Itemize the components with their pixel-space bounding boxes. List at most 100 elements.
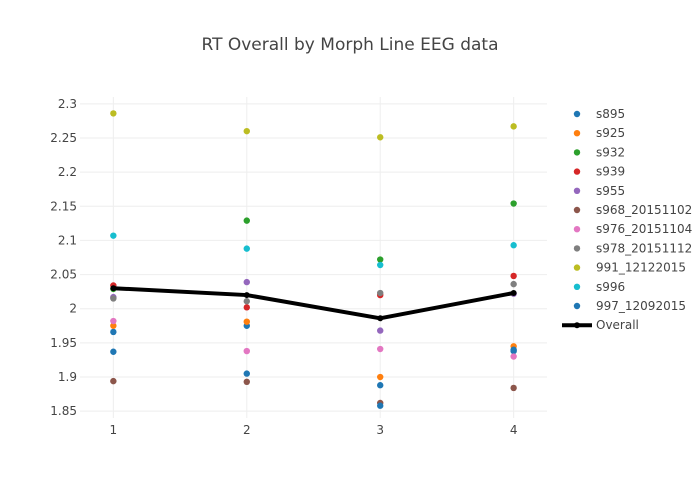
legend-label: 997_12092015 bbox=[596, 299, 686, 313]
series-997-12092015 bbox=[110, 346, 517, 409]
legend-label: s955 bbox=[596, 184, 625, 198]
legend-label: s925 bbox=[596, 126, 625, 140]
data-point bbox=[377, 382, 384, 389]
y-axis-ticks: 1.85 1.9 1.95 2 2.05 2.1 2.15 2.2 2.25 2.3 bbox=[50, 97, 77, 418]
data-point bbox=[377, 402, 384, 409]
y-tick-label: 2.1 bbox=[58, 233, 77, 247]
series-s976-20151104 bbox=[110, 317, 517, 360]
x-tick-label: 4 bbox=[510, 423, 518, 437]
x-tick-label: 2 bbox=[243, 423, 251, 437]
data-point bbox=[110, 110, 117, 117]
data-point bbox=[377, 256, 384, 263]
legend-label: s978_20151112 bbox=[596, 241, 692, 255]
data-point bbox=[510, 290, 517, 297]
y-tick-label: 1.95 bbox=[50, 336, 77, 350]
legend-swatch bbox=[573, 187, 581, 194]
series-s925 bbox=[110, 318, 517, 381]
legend-item-s925[interactable]: s925 bbox=[573, 126, 625, 140]
data-point bbox=[243, 217, 250, 224]
x-tick-label: 3 bbox=[376, 423, 384, 437]
series-s932 bbox=[110, 200, 517, 293]
data-point bbox=[377, 327, 384, 334]
legend-label: s939 bbox=[596, 165, 625, 179]
legend-item-overall[interactable]: Overall bbox=[562, 318, 639, 332]
data-point bbox=[243, 292, 250, 299]
plot-area bbox=[110, 110, 517, 409]
y-tick-label: 1.85 bbox=[50, 404, 77, 418]
chart-title: RT Overall by Morph Line EEG data bbox=[202, 35, 499, 55]
x-axis-ticks: 1 2 3 4 bbox=[110, 423, 518, 437]
legend-item-s978-20151112[interactable]: s978_20151112 bbox=[573, 241, 692, 255]
legend-item-s932[interactable]: s932 bbox=[573, 145, 625, 159]
y-tick-label: 2.05 bbox=[50, 268, 77, 282]
series-s968-20151102 bbox=[110, 377, 517, 407]
data-point bbox=[510, 346, 517, 353]
series-s996 bbox=[110, 232, 517, 269]
legend-swatch bbox=[573, 245, 581, 252]
legend-swatch bbox=[573, 110, 581, 118]
legend-item-s996[interactable]: s996 bbox=[573, 280, 625, 294]
legend-item-s955[interactable]: s955 bbox=[573, 184, 625, 198]
data-point bbox=[377, 261, 384, 269]
legend-item-s895[interactable]: s895 bbox=[573, 107, 625, 121]
data-point bbox=[510, 242, 517, 249]
data-point bbox=[243, 298, 250, 305]
y-tick-label: 2 bbox=[69, 302, 77, 316]
y-tick-label: 2.15 bbox=[50, 199, 77, 213]
data-point bbox=[377, 315, 384, 322]
data-point bbox=[243, 370, 250, 377]
data-point bbox=[377, 289, 384, 297]
data-point bbox=[510, 272, 517, 280]
legend-label: 991_12122015 bbox=[596, 261, 686, 275]
legend-label: s932 bbox=[596, 145, 625, 159]
data-point bbox=[110, 317, 117, 325]
legend-item-s939[interactable]: s939 bbox=[573, 165, 625, 179]
data-point bbox=[110, 348, 117, 355]
data-point bbox=[510, 123, 517, 130]
series-line-overall bbox=[113, 286, 515, 321]
legend-swatch bbox=[573, 283, 581, 290]
data-point bbox=[243, 245, 250, 252]
data-point bbox=[377, 134, 384, 141]
legend-item-991-12122015[interactable]: 991_12122015 bbox=[573, 261, 686, 275]
legend-item-s968-20151102[interactable]: s968_20151102 bbox=[573, 203, 692, 217]
series-s978-20151112 bbox=[110, 280, 517, 305]
data-point bbox=[243, 318, 250, 325]
y-tick-label: 1.9 bbox=[58, 370, 77, 384]
data-point bbox=[510, 280, 517, 288]
legend-label: s895 bbox=[596, 107, 625, 121]
data-point bbox=[377, 345, 384, 353]
data-point bbox=[510, 384, 517, 392]
data-point bbox=[377, 373, 384, 381]
legend-item-s976-20151104[interactable]: s976_20151104 bbox=[573, 222, 692, 236]
legend-swatch bbox=[573, 226, 581, 233]
legend-swatch-marker bbox=[574, 322, 580, 329]
legend-swatch bbox=[573, 264, 581, 271]
data-point bbox=[510, 200, 517, 207]
series-991-12122015 bbox=[110, 110, 517, 141]
data-point bbox=[243, 378, 250, 386]
data-point bbox=[110, 285, 117, 292]
legend-swatch bbox=[573, 302, 581, 310]
series-s895 bbox=[110, 322, 517, 389]
data-point bbox=[243, 347, 250, 355]
data-point bbox=[243, 278, 250, 286]
data-point bbox=[110, 322, 117, 329]
legend-swatch bbox=[573, 130, 581, 137]
data-point bbox=[110, 328, 117, 336]
legend-swatch bbox=[573, 206, 581, 214]
legend[interactable]: s895 s925 s932 s939 s955 s968_20151102 s976_20… bbox=[562, 107, 692, 332]
legend-label: s976_20151104 bbox=[596, 222, 692, 236]
legend-label: s968_20151102 bbox=[596, 203, 692, 217]
legend-item-997-12092015[interactable]: 997_12092015 bbox=[573, 299, 686, 313]
y-tick-label: 2.2 bbox=[58, 165, 77, 179]
data-point bbox=[243, 127, 250, 135]
data-point bbox=[110, 232, 117, 239]
grid bbox=[80, 97, 547, 418]
data-point bbox=[110, 377, 117, 385]
data-point bbox=[110, 295, 117, 302]
y-tick-label: 2.25 bbox=[50, 131, 77, 145]
y-tick-label: 2.3 bbox=[58, 97, 77, 111]
data-point bbox=[510, 353, 517, 360]
